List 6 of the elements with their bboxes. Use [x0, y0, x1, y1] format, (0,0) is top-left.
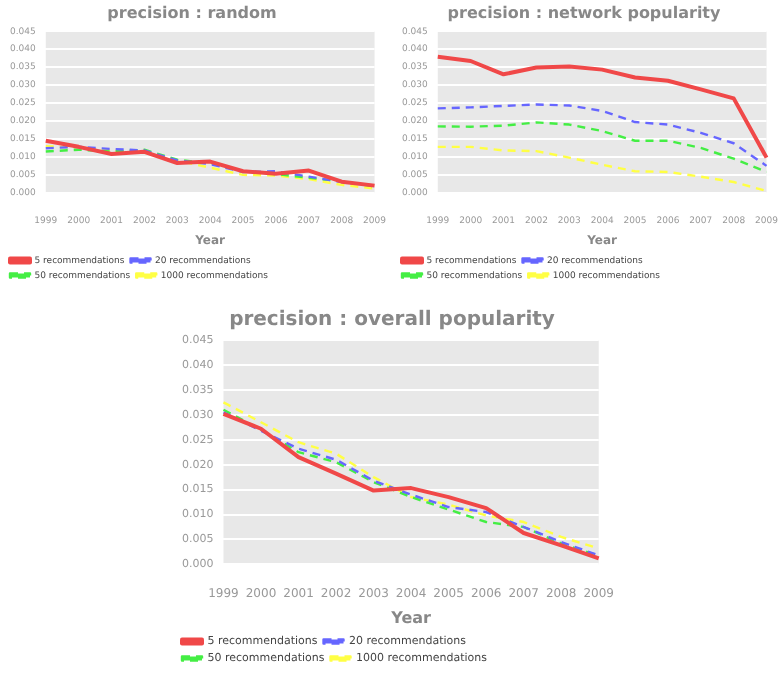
- line-series: [436, 103, 768, 168]
- chart-title: precision : overall popularity: [229, 309, 556, 332]
- chart-title: precision : random: [107, 3, 277, 22]
- x-axis-title: Year: [389, 608, 432, 627]
- line-series: [436, 145, 768, 193]
- chart-title: precision : network popularity: [447, 3, 722, 22]
